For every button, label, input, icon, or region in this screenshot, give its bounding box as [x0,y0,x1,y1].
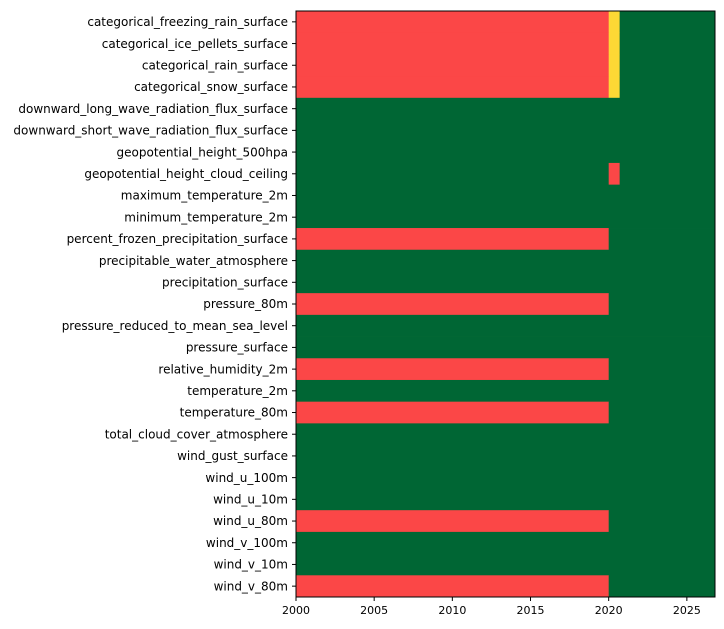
x-tick-label: 2005 [360,604,388,617]
y-tick-label: percent_frozen_precipitation_surface [67,232,288,246]
y-tick-label: wind_u_100m [205,471,288,485]
y-tick-label: pressure_reduced_to_mean_sea_level [62,319,288,333]
y-tick-label: pressure_80m [203,297,288,311]
cell-temperature_80m-1 [608,401,716,424]
y-tick-label: temperature_2m [187,384,288,398]
y-axis: categorical_freezing_rain_surfacecategor… [13,15,296,593]
cell-pressure_80m-0 [296,293,610,316]
cell-wind_gust_surface-0 [296,445,716,468]
x-tick-label: 2010 [438,604,466,617]
y-tick-label: categorical_snow_surface [134,80,288,94]
cell-categorical_snow_surface-0 [296,76,610,99]
y-tick-label: geopotential_height_cloud_ceiling [84,167,288,181]
cell-total_cloud_cover_atmosphere-0 [296,423,716,446]
cell-percent_frozen_precipitation_surface-0 [296,228,610,251]
cell-categorical_ice_pellets_surface-2 [619,32,716,55]
cell-geopotential_height_cloud_ceiling-1 [608,162,621,186]
y-tick-label: maximum_temperature_2m [121,189,288,203]
y-tick-label: precipitable_water_atmosphere [99,254,288,268]
cell-categorical_freezing_rain_surface-0 [296,11,610,34]
plot-frame [295,10,716,598]
cell-wind_u_80m-1 [608,510,716,533]
cell-categorical_ice_pellets_surface-1 [608,32,621,55]
heatmap-cells [296,11,716,598]
y-tick-label: pressure_surface [186,341,288,355]
cell-relative_humidity_2m-1 [608,358,716,381]
cell-wind_u_100m-0 [296,466,716,489]
cell-downward_long_wave_radiation_flux_surface-0 [296,97,716,120]
cell-wind_v_100m-0 [296,531,716,554]
cell-categorical_ice_pellets_surface-0 [296,32,610,55]
cell-pressure_surface-0 [296,336,716,359]
cell-geopotential_height_500hpa-0 [296,141,716,164]
x-axis: 2000 2005 2010 2015 2020 2025 [282,597,701,617]
cell-temperature_80m-0 [296,401,610,424]
y-tick-label: wind_v_10m [214,558,288,572]
cell-downward_short_wave_radiation_flux_surface-0 [296,119,716,142]
cell-percent_frozen_precipitation_surface-1 [608,228,716,251]
y-tick-label: categorical_rain_surface [142,58,288,72]
cell-pressure_reduced_to_mean_sea_level-0 [296,314,716,337]
cell-minimum_temperature_2m-0 [296,206,716,229]
x-tick-label: 2015 [517,604,545,617]
cell-wind_v_10m-0 [296,553,716,576]
cell-relative_humidity_2m-0 [296,358,610,381]
y-tick-label: downward_long_wave_radiation_flux_surfac… [18,102,288,116]
cell-pressure_80m-1 [608,293,716,316]
cell-categorical_rain_surface-0 [296,54,610,77]
y-tick-label: precipitation_surface [162,276,288,290]
y-tick-label: relative_humidity_2m [158,362,288,376]
y-tick-label: downward_short_wave_radiation_flux_surfa… [13,124,288,138]
cell-categorical_rain_surface-2 [619,54,716,77]
y-tick-label: wind_v_80m [214,579,288,593]
cell-categorical_rain_surface-1 [608,54,621,77]
y-tick-label: wind_u_80m [213,514,288,528]
y-tick-label: temperature_80m [180,406,288,420]
y-tick-label: wind_gust_surface [177,449,288,463]
x-tick-label: 2020 [595,604,623,617]
cell-geopotential_height_cloud_ceiling-2 [619,162,716,186]
y-tick-label: wind_v_100m [206,536,288,550]
y-tick-label: wind_u_10m [213,493,288,507]
cell-temperature_2m-0 [296,379,716,403]
cell-precipitable_water_atmosphere-0 [296,249,716,272]
cell-wind_v_80m-1 [608,575,716,598]
cell-wind_v_80m-0 [296,575,610,598]
cell-categorical_freezing_rain_surface-2 [619,11,716,34]
cell-wind_u_80m-0 [296,510,610,533]
cell-categorical_snow_surface-2 [619,76,716,99]
cell-maximum_temperature_2m-0 [296,184,716,207]
y-tick-label: categorical_freezing_rain_surface [87,15,288,29]
y-tick-label: categorical_ice_pellets_surface [102,37,288,51]
cell-geopotential_height_cloud_ceiling-0 [296,162,610,186]
y-tick-label: geopotential_height_500hpa [117,145,288,159]
y-tick-label: total_cloud_cover_atmosphere [105,427,288,441]
cell-precipitation_surface-0 [296,271,716,294]
cell-categorical_freezing_rain_surface-1 [608,11,621,34]
y-tick-label: minimum_temperature_2m [124,210,288,224]
cell-wind_u_10m-0 [296,488,716,511]
x-tick-label: 2025 [673,604,701,617]
x-tick-label: 2000 [282,604,310,617]
cell-categorical_snow_surface-1 [608,76,621,99]
